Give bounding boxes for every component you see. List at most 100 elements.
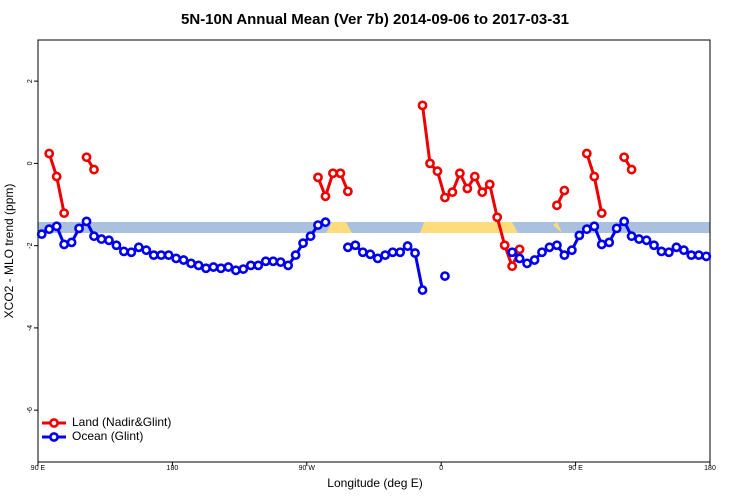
point bbox=[372, 253, 383, 264]
point bbox=[417, 100, 428, 111]
point bbox=[126, 247, 137, 258]
point bbox=[447, 187, 458, 198]
point bbox=[425, 158, 435, 169]
point bbox=[193, 260, 204, 271]
x-tick-label: 90 E bbox=[31, 465, 46, 472]
point bbox=[701, 251, 712, 262]
point bbox=[574, 230, 585, 241]
point bbox=[589, 171, 600, 182]
point bbox=[634, 234, 644, 244]
point bbox=[641, 235, 652, 246]
point bbox=[89, 231, 99, 242]
point bbox=[581, 224, 592, 235]
point bbox=[253, 260, 264, 271]
point bbox=[230, 265, 241, 276]
point bbox=[492, 212, 503, 223]
point bbox=[499, 240, 510, 251]
point bbox=[596, 208, 607, 219]
point bbox=[260, 256, 271, 267]
point bbox=[357, 247, 368, 258]
point bbox=[522, 258, 532, 269]
y-tick-label: -2 bbox=[27, 242, 34, 248]
point bbox=[469, 171, 480, 182]
point bbox=[410, 248, 420, 258]
point bbox=[402, 241, 413, 251]
point bbox=[275, 257, 286, 268]
point bbox=[320, 191, 331, 202]
x-tick-label: 180 bbox=[704, 465, 716, 472]
point bbox=[298, 238, 308, 249]
legend-label: Land (Nadir&Glint) bbox=[72, 415, 171, 429]
point bbox=[552, 200, 562, 211]
point bbox=[223, 262, 234, 272]
point bbox=[216, 263, 226, 274]
point bbox=[559, 185, 570, 196]
x-tick-label: 90 W bbox=[299, 465, 316, 472]
point bbox=[305, 231, 316, 242]
point bbox=[581, 148, 592, 159]
y-tick-label: -4 bbox=[27, 325, 34, 331]
point bbox=[148, 250, 159, 261]
point bbox=[462, 183, 473, 194]
point bbox=[66, 237, 77, 248]
point bbox=[566, 245, 577, 256]
point bbox=[342, 242, 353, 253]
point bbox=[507, 261, 518, 272]
point bbox=[537, 247, 547, 258]
point bbox=[104, 235, 114, 246]
x-tick-label: 0 bbox=[439, 465, 443, 472]
point bbox=[163, 250, 174, 261]
point bbox=[678, 245, 689, 256]
point bbox=[686, 250, 697, 261]
x-tick-label: 90 E bbox=[568, 465, 583, 472]
point bbox=[664, 247, 674, 258]
point bbox=[417, 285, 428, 295]
point bbox=[268, 256, 279, 267]
legend-marker bbox=[49, 418, 59, 428]
mask-band bbox=[38, 222, 710, 233]
point bbox=[432, 166, 443, 177]
point bbox=[44, 148, 55, 159]
point bbox=[171, 253, 182, 264]
point bbox=[208, 262, 219, 272]
series bbox=[44, 100, 637, 272]
point bbox=[81, 152, 92, 163]
point bbox=[626, 164, 637, 175]
point bbox=[395, 247, 406, 258]
point bbox=[81, 216, 92, 227]
ocean-band bbox=[38, 222, 710, 233]
point bbox=[59, 208, 70, 219]
point bbox=[313, 220, 323, 230]
point bbox=[626, 231, 637, 242]
point bbox=[328, 168, 338, 179]
x-tick-label: 180 bbox=[167, 465, 179, 472]
point bbox=[111, 240, 122, 251]
point bbox=[596, 239, 607, 250]
point bbox=[604, 237, 615, 248]
y-axis-label: XCO2 - MLO trend (ppm) bbox=[2, 184, 16, 319]
point bbox=[529, 255, 540, 265]
point bbox=[51, 221, 62, 232]
point bbox=[619, 152, 630, 163]
point bbox=[507, 247, 518, 258]
point bbox=[656, 246, 667, 257]
point bbox=[283, 260, 294, 271]
point bbox=[36, 229, 47, 240]
point bbox=[238, 264, 249, 274]
point bbox=[186, 258, 196, 269]
legend: Land (Nadir&Glint)Ocean (Glint) bbox=[42, 415, 171, 443]
point bbox=[671, 242, 682, 253]
chart-title: 5N-10N Annual Mean (Ver 7b) 2014-09-06 t… bbox=[181, 11, 569, 28]
point bbox=[141, 245, 152, 256]
point bbox=[290, 250, 301, 261]
x-axis-label: Longitude (deg E) bbox=[327, 476, 422, 490]
point bbox=[89, 164, 99, 175]
land-patch bbox=[326, 222, 352, 233]
point bbox=[380, 250, 391, 261]
point bbox=[514, 253, 525, 264]
legend-marker bbox=[49, 432, 59, 442]
land-patch bbox=[420, 222, 518, 233]
point bbox=[59, 239, 70, 250]
point bbox=[74, 223, 84, 234]
